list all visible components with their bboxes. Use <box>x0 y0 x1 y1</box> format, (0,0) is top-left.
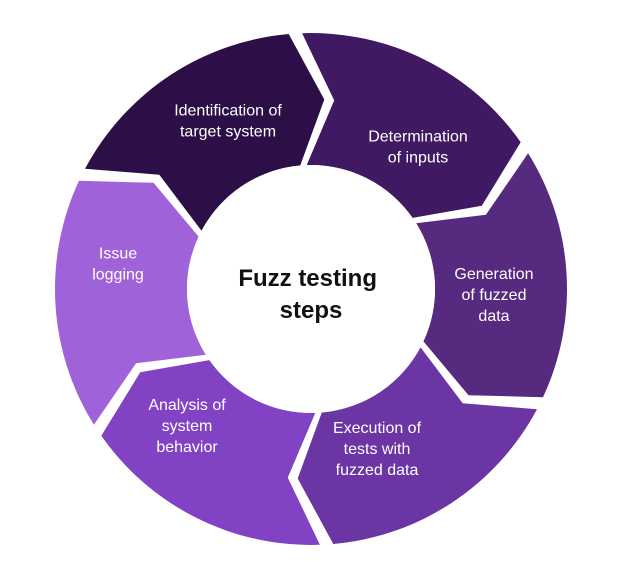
step-label-line: tests with <box>344 441 411 458</box>
step-label-2: Determination of inputs <box>368 129 468 167</box>
step-label-6: Issue logging <box>92 246 144 284</box>
step-segment-4 <box>297 347 537 544</box>
step-segment-5 <box>101 360 320 545</box>
step-label-5: Analysis of system behavior <box>148 397 226 456</box>
step-label-line: Generation <box>454 266 533 283</box>
step-label-line: data <box>478 308 509 325</box>
step-segment-3 <box>416 153 568 398</box>
step-segment-1 <box>85 34 325 231</box>
step-segment-6 <box>54 180 206 425</box>
step-label-line: of fuzzed <box>462 287 527 304</box>
step-label-line: logging <box>92 267 144 284</box>
step-label-line: of inputs <box>388 150 448 167</box>
center-title-line: steps <box>280 297 343 324</box>
step-label-3: Generation of fuzzed data <box>454 266 533 325</box>
step-label-line: Analysis of <box>148 397 226 414</box>
center-circle <box>187 165 435 413</box>
step-label-4: Execution of tests with fuzzed data <box>333 420 422 479</box>
step-label-line: fuzzed data <box>336 462 419 479</box>
step-label-line: system <box>162 418 213 435</box>
step-label-line: Issue <box>99 246 137 263</box>
center-title-line: Fuzz testing <box>238 265 377 292</box>
step-label-1: Identification of target system <box>174 103 282 141</box>
step-label-line: behavior <box>156 439 218 456</box>
step-label-line: Identification of <box>174 103 282 120</box>
step-label-line: target system <box>180 124 276 141</box>
center-title: Fuzz testing steps <box>238 265 383 324</box>
step-label-line: Determination <box>368 129 468 146</box>
step-label-line: Execution of <box>333 420 422 437</box>
cycle-segments <box>54 33 568 545</box>
step-segment-2 <box>302 33 521 218</box>
